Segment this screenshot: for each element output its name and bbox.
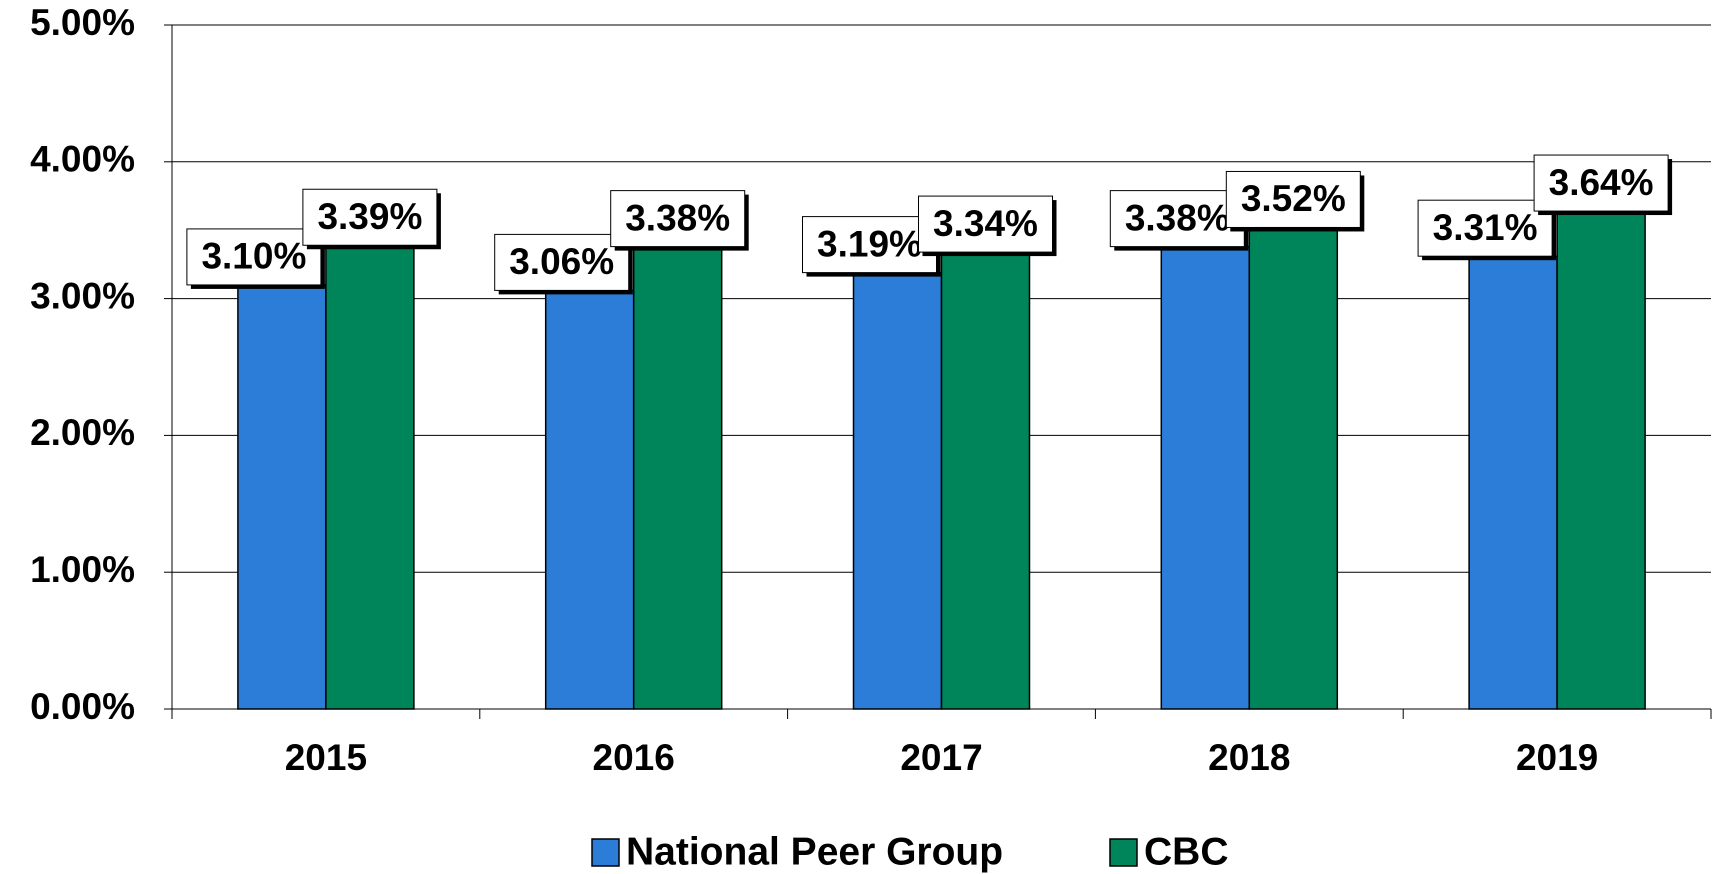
bar: [544, 289, 635, 710]
x-tick-label: 2016: [593, 737, 675, 778]
data-label: 3.06%: [509, 241, 614, 282]
label-box: [610, 190, 746, 248]
y-tick-label: 0.00%: [30, 686, 135, 727]
y-tick-label: 5.00%: [30, 2, 135, 43]
bar: [1248, 226, 1339, 710]
x-tick-label: 2017: [900, 737, 982, 778]
legend-swatch: [591, 838, 620, 867]
data-label: 3.10%: [201, 236, 306, 277]
legend-swatch: [1109, 838, 1138, 867]
label-box: [494, 233, 630, 291]
legend-label: CBC: [1144, 830, 1229, 873]
label-box: [1225, 170, 1361, 228]
label-box: [302, 188, 438, 246]
bar: [1556, 210, 1646, 710]
bar: [1160, 245, 1251, 710]
x-tick-label: 2015: [285, 737, 367, 778]
data-label: 3.52%: [1241, 178, 1346, 219]
data-label: 3.31%: [1433, 207, 1538, 248]
y-tick-label: 4.00%: [30, 139, 135, 180]
legend-label: National Peer Group: [626, 830, 1003, 873]
label-box: [1109, 190, 1245, 248]
label-box: [186, 228, 322, 286]
data-label: 3.39%: [317, 196, 422, 237]
data-label: 3.38%: [625, 197, 730, 238]
label-box: [802, 216, 937, 274]
label-box: [918, 195, 1053, 253]
data-label: 3.38%: [1125, 197, 1230, 238]
data-label: 3.19%: [817, 223, 922, 264]
bar: [237, 284, 327, 710]
label-box: [1417, 199, 1553, 257]
y-tick-label: 3.00%: [30, 275, 135, 316]
bar: [852, 271, 943, 710]
x-tick-label: 2019: [1516, 737, 1598, 778]
bar: [632, 245, 723, 710]
data-label: 3.64%: [1549, 162, 1654, 203]
bar: [325, 244, 415, 710]
label-box: [1533, 154, 1669, 212]
x-tick-label: 2018: [1208, 737, 1290, 778]
y-tick-label: 1.00%: [30, 549, 135, 590]
y-tick-label: 2.00%: [30, 412, 135, 453]
data-label: 3.34%: [933, 203, 1038, 244]
bar: [1468, 255, 1558, 710]
bar: [940, 251, 1031, 710]
